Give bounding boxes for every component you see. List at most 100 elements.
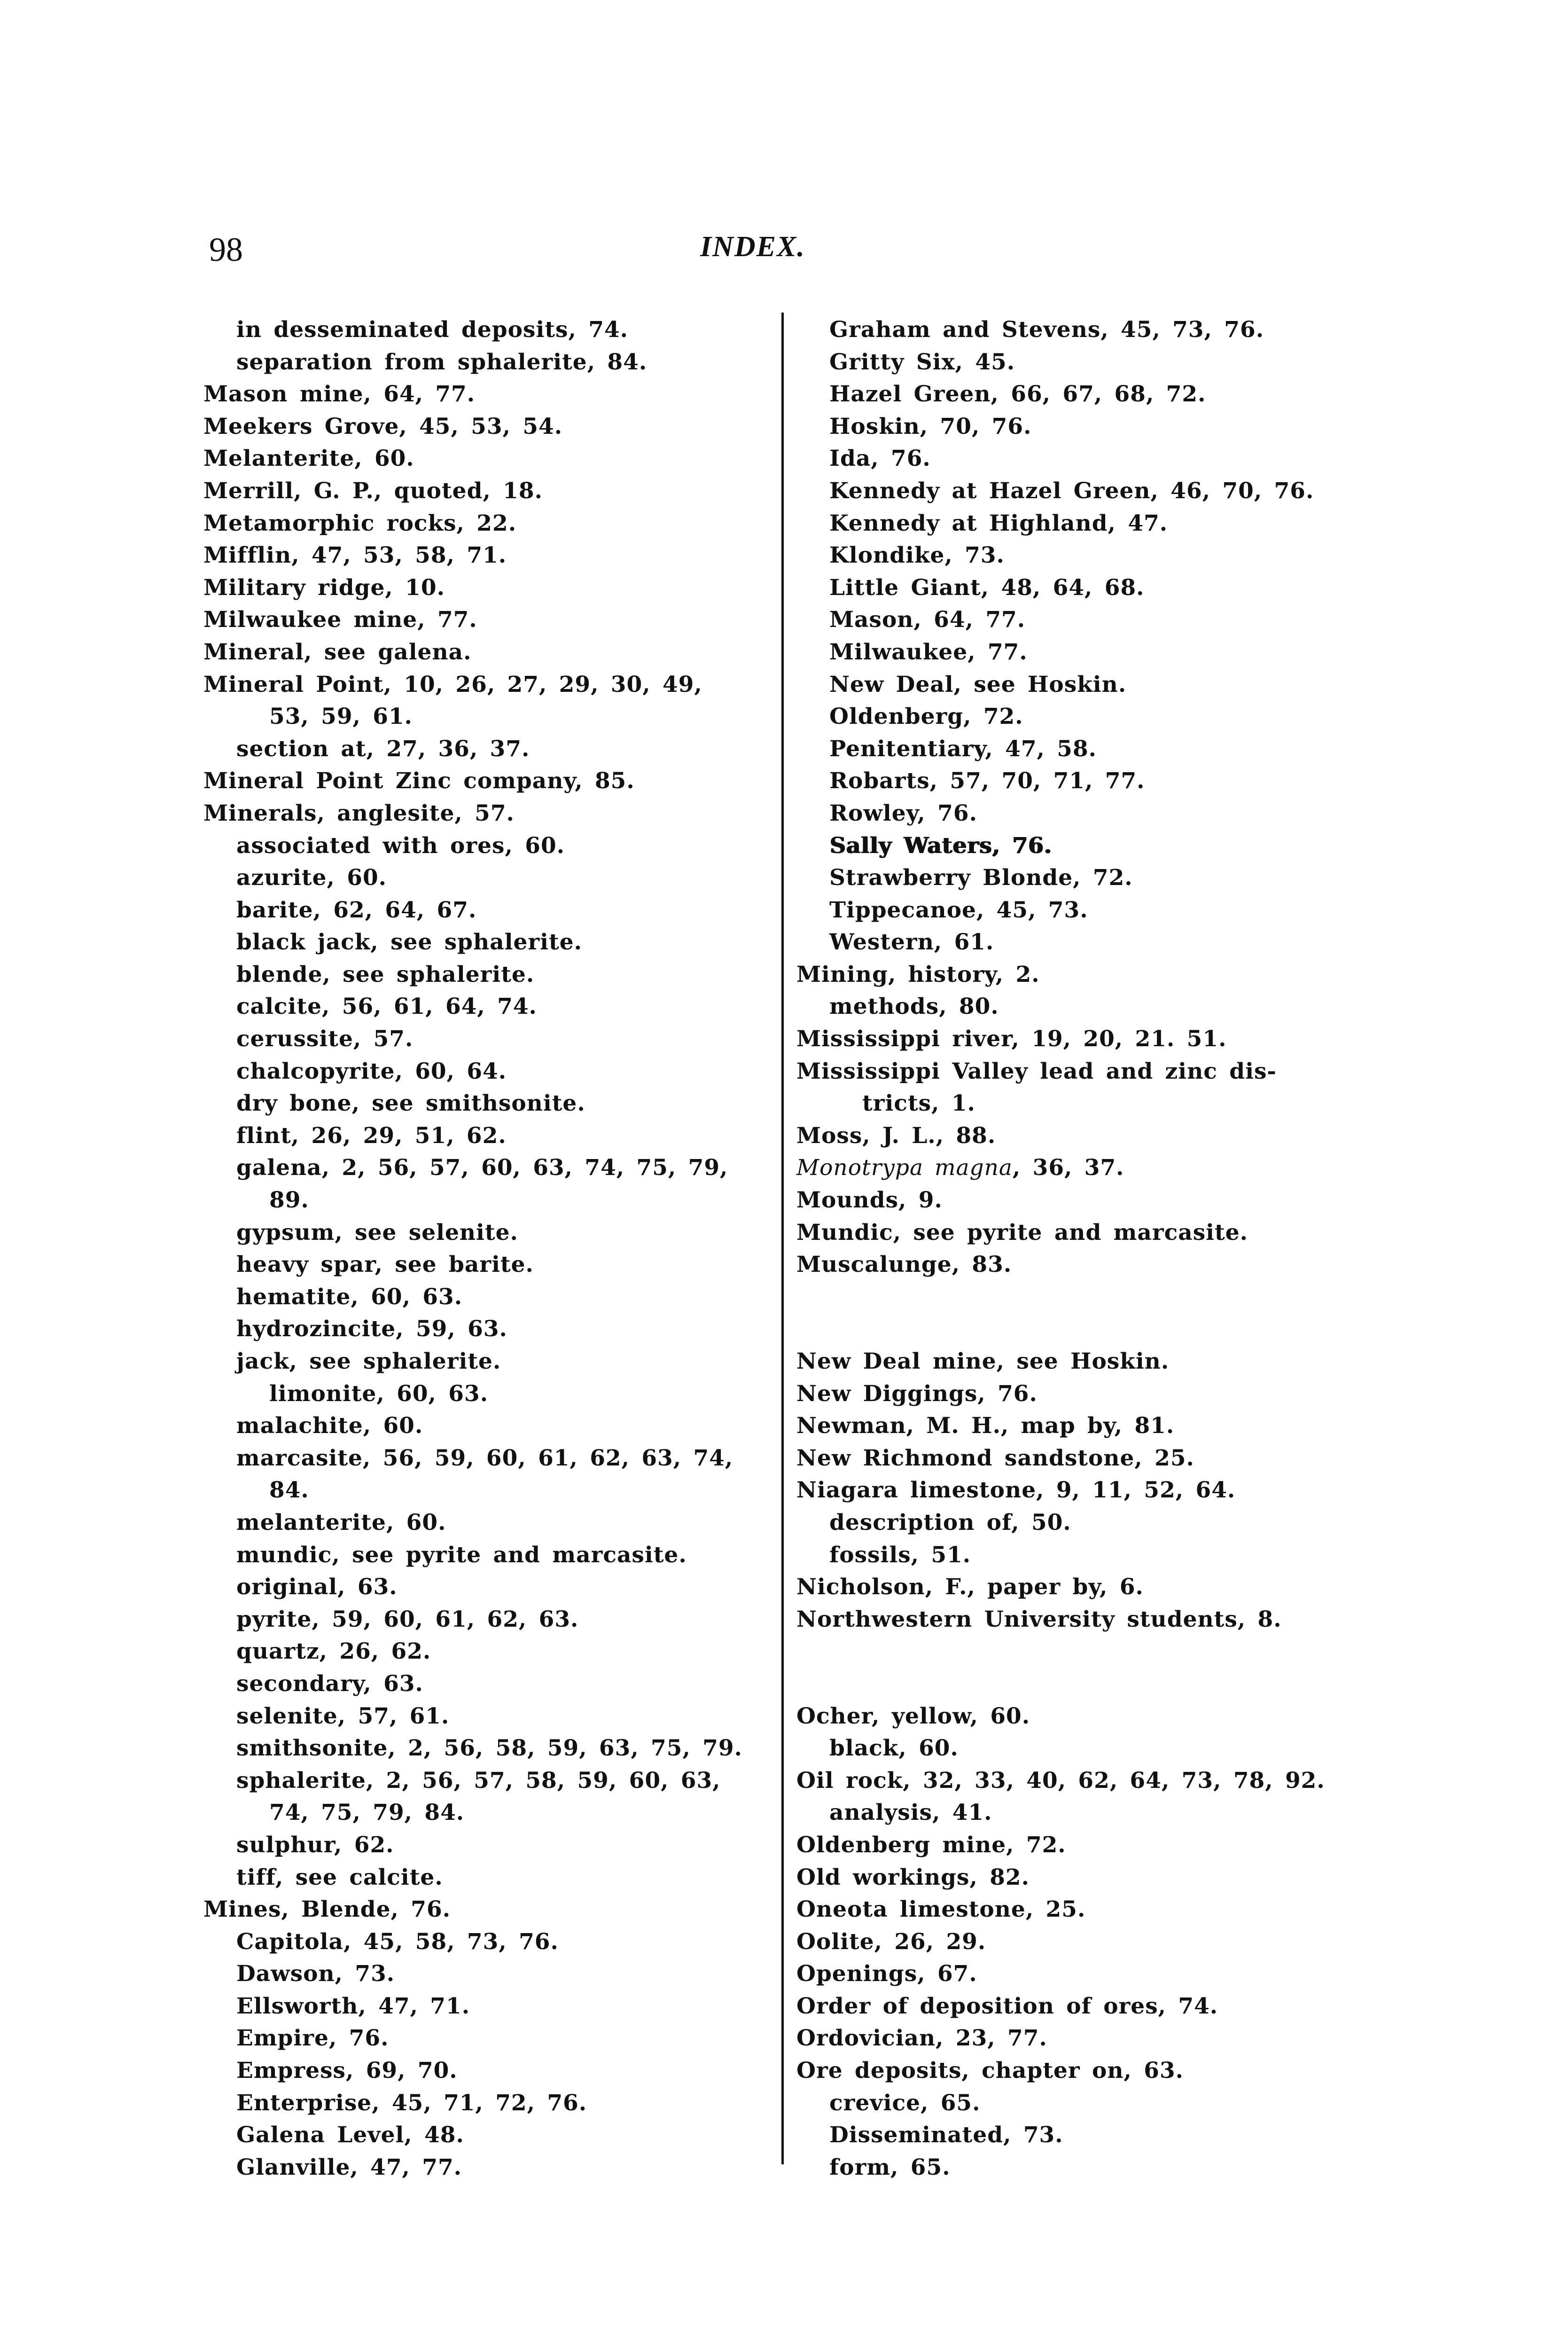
index-entry-text: 53, 59, 61. bbox=[269, 704, 413, 730]
index-entry: black, 60. bbox=[796, 1732, 1360, 1765]
index-entry-text: Mining, history, 2. bbox=[796, 961, 1040, 987]
index-entry: Muscalunge, 83. bbox=[796, 1249, 1360, 1281]
index-entry: azurite, 60. bbox=[203, 862, 767, 894]
index-entry: chalcopyrite, 60, 64. bbox=[203, 1056, 767, 1088]
index-entry: Mineral Point Zinc company, 85. bbox=[203, 765, 767, 798]
index-entry: section at, 27, 36, 37. bbox=[203, 733, 767, 766]
index-entry-text: in desseminated deposits, 74. bbox=[236, 317, 628, 343]
index-entry: heavy spar, see barite. bbox=[203, 1249, 767, 1281]
index-entry-italic: Monotrypa magna bbox=[796, 1155, 1013, 1181]
index-entry-text: Metamorphic rocks, 22. bbox=[203, 510, 517, 536]
index-entry-text: Graham and Stevens, 45, 73, 76. bbox=[829, 317, 1264, 343]
index-entry-text: Mifflin, 47, 53, 58, 71. bbox=[203, 542, 507, 569]
index-entry: Mineral Point, 10, 26, 27, 29, 30, 49, bbox=[203, 669, 767, 701]
index-entry-text: , 36, 37. bbox=[1012, 1155, 1124, 1181]
index-entry: Moss, J. L., 88. bbox=[796, 1120, 1360, 1152]
index-entry: malachite, 60. bbox=[203, 1410, 767, 1442]
index-entry: Northwestern University students, 8. bbox=[796, 1604, 1360, 1636]
index-entry-text: marcasite, 56, 59, 60, 61, 62, 63, 74, bbox=[236, 1445, 733, 1471]
index-entry: flint, 26, 29, 51, 62. bbox=[203, 1120, 767, 1152]
index-entry-text: Disseminated, 73. bbox=[829, 2122, 1063, 2148]
index-entry-text: New Deal mine, see Hoskin. bbox=[796, 1348, 1170, 1374]
index-entry-text: limonite, 60, 63. bbox=[269, 1380, 489, 1407]
index-entry-text: Nicholson, F., paper by, 6. bbox=[796, 1574, 1144, 1600]
index-entry-text: Old workings, 82. bbox=[796, 1864, 1030, 1890]
index-entry-text: hematite, 60, 63. bbox=[236, 1284, 463, 1310]
index-entry: Ocher, yellow, 60. bbox=[796, 1700, 1360, 1733]
index-entry: melanterite, 60. bbox=[203, 1507, 767, 1539]
index-entry: marcasite, 56, 59, 60, 61, 62, 63, 74, bbox=[203, 1442, 767, 1475]
index-entry-text: Milwaukee mine, 77. bbox=[203, 607, 477, 633]
index-entry-text: methods, 80. bbox=[829, 994, 999, 1020]
index-entry-text: black jack, see sphalerite. bbox=[236, 929, 583, 956]
index-entry-text: Little Giant, 48, 64, 68. bbox=[829, 574, 1145, 601]
index-entry: New Deal mine, see Hoskin. bbox=[796, 1346, 1360, 1378]
index-entry: Old workings, 82. bbox=[796, 1862, 1360, 1894]
index-entry-text: dry bone, see smithsonite. bbox=[236, 1090, 585, 1117]
index-entry-text: Empire, 76. bbox=[236, 2025, 389, 2052]
index-entry: blende, see sphalerite. bbox=[203, 959, 767, 991]
index-column-right: Graham and Stevens, 45, 73, 76. Gritty Si… bbox=[796, 314, 1360, 2184]
index-entry-text: chalcopyrite, 60, 64. bbox=[236, 1058, 507, 1084]
index-entry: hematite, 60, 63. bbox=[203, 1281, 767, 1314]
index-entry-text: Northwestern University students, 8. bbox=[796, 1606, 1282, 1632]
index-entry-text: Melanterite, 60. bbox=[203, 446, 414, 472]
index-entry-text: secondary, 63. bbox=[236, 1670, 423, 1697]
index-entry: Kennedy at Highland, 47. bbox=[796, 508, 1360, 540]
index-entry-text: Kennedy at Highland, 47. bbox=[829, 510, 1168, 536]
index-entry-text: Order of deposition of ores, 74. bbox=[796, 1993, 1218, 2019]
index-entry: dry bone, see smithsonite. bbox=[203, 1088, 767, 1120]
index-entry-text: Oldenberg mine, 72. bbox=[796, 1832, 1066, 1858]
index-entry: Capitola, 45, 58, 73, 76. bbox=[203, 1926, 767, 1958]
index-entry-text: melanterite, 60. bbox=[236, 1509, 446, 1535]
index-entry: Gritty Six, 45. bbox=[796, 346, 1360, 379]
index-entry: Empress, 69, 70. bbox=[203, 2055, 767, 2087]
index-entry-text: Robarts, 57, 70, 71, 77. bbox=[829, 768, 1145, 794]
index-entry-text: Capitola, 45, 58, 73, 76. bbox=[236, 1928, 559, 1955]
index-entry: galena, 2, 56, 57, 60, 63, 74, 75, 79, bbox=[203, 1152, 767, 1184]
index-entry: black jack, see sphalerite. bbox=[203, 926, 767, 959]
index-entry-text: hydrozincite, 59, 63. bbox=[236, 1316, 507, 1342]
index-entry: New Richmond sandstone, 25. bbox=[796, 1442, 1360, 1475]
index-entry: 53, 59, 61. bbox=[203, 701, 767, 733]
index-entry-text: Newman, M. H., map by, 81. bbox=[796, 1413, 1175, 1439]
index-entry-text: Mundic, see pyrite and marcasite. bbox=[796, 1219, 1248, 1246]
index-entry-text: Kennedy at Hazel Green, 46, 70, 76. bbox=[829, 478, 1314, 504]
blank-line bbox=[796, 1281, 1360, 1314]
index-entry-text: Minerals, anglesite, 57. bbox=[203, 800, 515, 826]
index-entry-text: Tippecanoe, 45, 73. bbox=[829, 897, 1088, 923]
index-entry-text: Mason, 64, 77. bbox=[829, 607, 1026, 633]
index-entry: smithsonite, 2, 56, 58, 59, 63, 75, 79. bbox=[203, 1732, 767, 1765]
index-entry-text: Ellsworth, 47, 71. bbox=[236, 1993, 470, 2019]
index-entry: Mifflin, 47, 53, 58, 71. bbox=[203, 540, 767, 572]
index-entry: Hoskin, 70, 76. bbox=[796, 411, 1360, 443]
index-entry: sphalerite, 2, 56, 57, 58, 59, 60, 63, bbox=[203, 1765, 767, 1797]
index-entry: Strawberry Blonde, 72. bbox=[796, 862, 1360, 894]
index-entry: Galena Level, 48. bbox=[203, 2119, 767, 2152]
index-entry-text: Niagara limestone, 9, 11, 52, 64. bbox=[796, 1477, 1236, 1504]
index-entry: barite, 62, 64, 67. bbox=[203, 894, 767, 927]
index-entry: Ore deposits, chapter on, 63. bbox=[796, 2055, 1360, 2087]
index-entry: mundic, see pyrite and marcasite. bbox=[203, 1539, 767, 1572]
index-entry: Ellsworth, 47, 71. bbox=[203, 1990, 767, 2023]
index-entry-text: sulphur, 62. bbox=[236, 1832, 394, 1858]
index-entry: secondary, 63. bbox=[203, 1668, 767, 1700]
index-entry: Order of deposition of ores, 74. bbox=[796, 1990, 1360, 2023]
index-entry: Mines, Blende, 76. bbox=[203, 1894, 767, 1926]
index-entry: in desseminated deposits, 74. bbox=[203, 314, 767, 346]
index-entry: New Deal, see Hoskin. bbox=[796, 669, 1360, 701]
index-entry-text: Mounds, 9. bbox=[796, 1187, 943, 1214]
index-entry: Graham and Stevens, 45, 73, 76. bbox=[796, 314, 1360, 346]
index-entry: separation from sphalerite, 84. bbox=[203, 346, 767, 379]
index-entry: crevice, 65. bbox=[796, 2087, 1360, 2120]
index-entry-text: Klondike, 73. bbox=[829, 542, 1005, 569]
index-entry-text: mundic, see pyrite and marcasite. bbox=[236, 1542, 687, 1568]
index-entry: analysis, 41. bbox=[796, 1797, 1360, 1829]
index-entry: description of, 50. bbox=[796, 1507, 1360, 1539]
index-entry: Empire, 76. bbox=[203, 2022, 767, 2055]
column-rule bbox=[781, 313, 784, 2164]
index-entry: 84. bbox=[203, 1474, 767, 1507]
index-entry: Oneota limestone, 25. bbox=[796, 1894, 1360, 1926]
index-entry: Mundic, see pyrite and marcasite. bbox=[796, 1217, 1360, 1249]
index-entry: Meekers Grove, 45, 53, 54. bbox=[203, 411, 767, 443]
